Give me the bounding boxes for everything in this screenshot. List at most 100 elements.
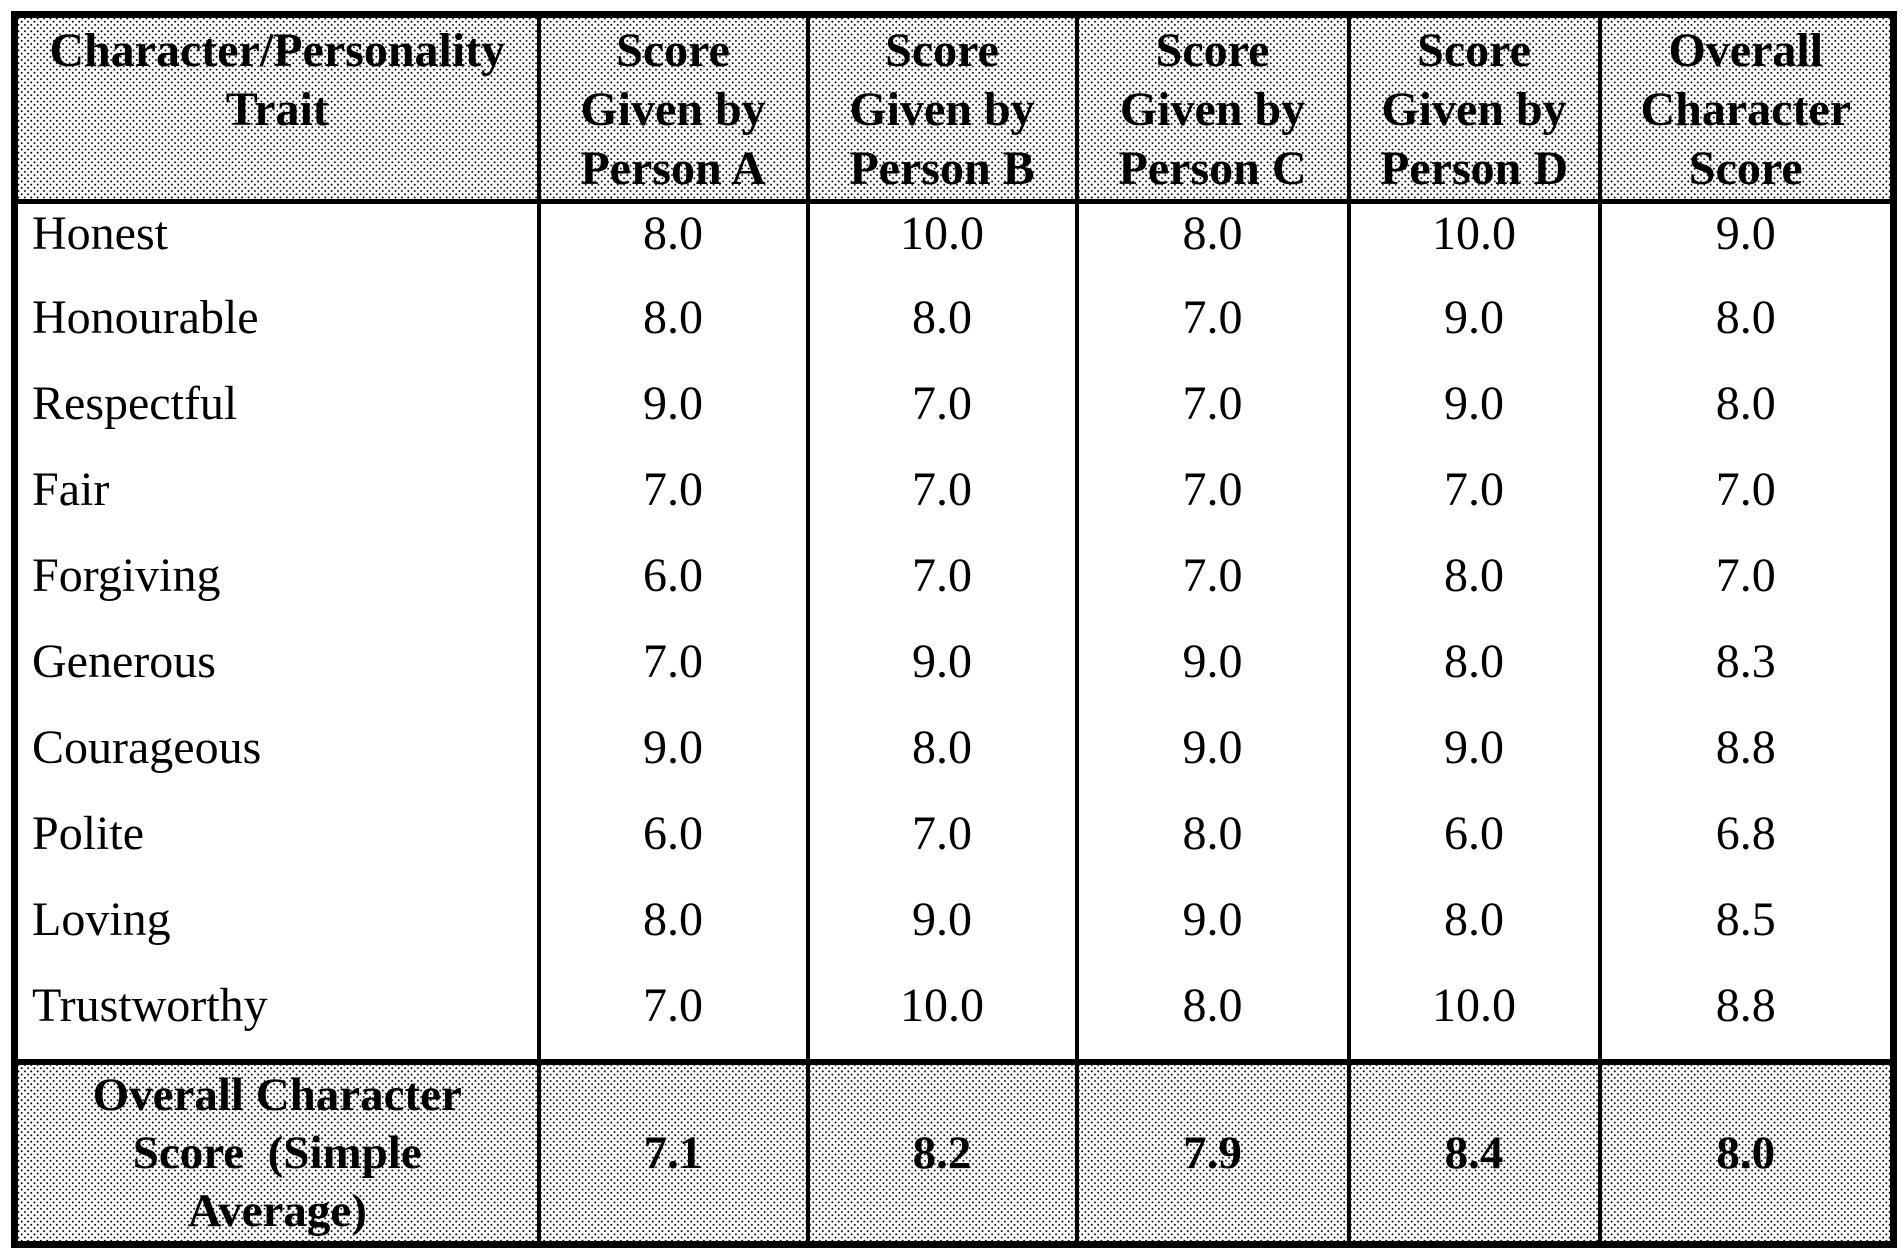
- header-line: Given by: [580, 83, 766, 136]
- summary-score-cell: 7.9: [1074, 1058, 1351, 1244]
- summary-overall-cell: 8.0: [1597, 1058, 1896, 1244]
- overall-score-cell: 8.5: [1597, 889, 1896, 976]
- trait-cell: Trustworthy: [12, 975, 541, 1062]
- header-line: Given by: [1119, 83, 1306, 136]
- summary-label-line: Score (Simple: [132, 1126, 422, 1179]
- overall-score-cell: 8.0: [1597, 373, 1896, 460]
- score-cell: 8.0: [536, 201, 810, 288]
- header-line: Character: [1640, 83, 1852, 136]
- trait-cell: Loving: [12, 889, 541, 976]
- table-row: Fair 7.0 7.0 7.0 7.0 7.0: [12, 459, 1896, 546]
- header-cell-trait: Character/Personality Trait: [12, 14, 541, 204]
- score-cell: 7.0: [805, 459, 1079, 546]
- header-line: Score: [885, 24, 999, 77]
- trait-cell: Forgiving: [12, 545, 541, 632]
- header-line: Given by: [1381, 83, 1567, 136]
- score-cell: 8.0: [1346, 545, 1602, 632]
- overall-score-cell: 8.8: [1597, 975, 1896, 1062]
- score-cell: 10.0: [805, 975, 1079, 1062]
- header-line: Person B: [849, 142, 1035, 195]
- trait-cell: Courageous: [12, 717, 541, 804]
- overall-score-cell: 8.8: [1597, 717, 1896, 804]
- score-cell: 9.0: [805, 889, 1079, 976]
- character-score-table: Character/Personality Trait Score Given …: [11, 11, 1897, 1248]
- score-cell: 10.0: [805, 201, 1079, 288]
- score-cell: 6.0: [1346, 803, 1602, 890]
- header-cell-person-c: Score Given by Person C: [1074, 14, 1351, 204]
- header-line: Score: [1688, 142, 1803, 195]
- score-cell: 7.0: [536, 975, 810, 1062]
- header-cell-person-a: Score Given by Person A: [536, 14, 810, 204]
- summary-label-cell: Overall Character Score (Simple Average): [12, 1058, 541, 1244]
- score-cell: 9.0: [805, 631, 1079, 718]
- header-line: Score: [1417, 24, 1531, 77]
- header-cell-overall: Overall Character Score: [1597, 14, 1896, 204]
- trait-cell: Respectful: [12, 373, 541, 460]
- table-row: Loving 8.0 9.0 9.0 8.0 8.5: [12, 889, 1896, 976]
- score-cell: 7.0: [1074, 373, 1351, 460]
- header-row: Character/Personality Trait Score Given …: [12, 14, 1896, 204]
- trait-cell: Generous: [12, 631, 541, 718]
- trait-cell: Fair: [12, 459, 541, 546]
- score-cell: 7.0: [1074, 545, 1351, 632]
- score-cell: 10.0: [1346, 975, 1602, 1062]
- score-cell: 9.0: [1074, 717, 1351, 804]
- summary-score-cell: 7.1: [536, 1058, 810, 1244]
- table-row: Honest 8.0 10.0 8.0 10.0 9.0: [12, 201, 1896, 288]
- table-row: Honourable 8.0 8.0 7.0 9.0 8.0: [12, 287, 1896, 374]
- header-line: Score: [1155, 24, 1270, 77]
- score-cell: 7.0: [805, 373, 1079, 460]
- score-cell: 9.0: [1346, 373, 1602, 460]
- header-line: Score: [616, 24, 730, 77]
- score-cell: 7.0: [805, 803, 1079, 890]
- score-cell: 8.0: [1346, 889, 1602, 976]
- summary-row: Overall Character Score (Simple Average)…: [12, 1058, 1896, 1244]
- score-cell: 9.0: [1074, 631, 1351, 718]
- score-cell: 9.0: [536, 373, 810, 460]
- score-cell: 8.0: [805, 717, 1079, 804]
- score-cell: 8.0: [1346, 631, 1602, 718]
- summary-score-cell: 8.4: [1346, 1058, 1602, 1244]
- header-line: Character/Personality: [49, 24, 506, 77]
- score-cell: 7.0: [536, 459, 810, 546]
- header-line: Overall: [1668, 24, 1824, 77]
- score-cell: 9.0: [1346, 717, 1602, 804]
- score-cell: 8.0: [536, 287, 810, 374]
- summary-score-cell: 8.2: [805, 1058, 1079, 1244]
- overall-score-cell: 7.0: [1597, 459, 1896, 546]
- summary-label-line: Average): [187, 1184, 367, 1237]
- table-row: Forgiving 6.0 7.0 7.0 8.0 7.0: [12, 545, 1896, 632]
- trait-cell: Polite: [12, 803, 541, 890]
- overall-score-cell: 8.3: [1597, 631, 1896, 718]
- trait-cell: Honest: [12, 201, 541, 288]
- score-cell: 10.0: [1346, 201, 1602, 288]
- score-cell: 7.0: [1074, 287, 1351, 374]
- score-cell: 9.0: [1074, 889, 1351, 976]
- score-cell: 8.0: [1074, 201, 1351, 288]
- score-cell: 9.0: [1346, 287, 1602, 374]
- overall-score-cell: 9.0: [1597, 201, 1896, 288]
- score-cell: 8.0: [536, 889, 810, 976]
- table-row: Generous 7.0 9.0 9.0 8.0 8.3: [12, 631, 1896, 718]
- score-cell: 7.0: [1346, 459, 1602, 546]
- trait-cell: Honourable: [12, 287, 541, 374]
- score-cell: 7.0: [1074, 459, 1351, 546]
- overall-score-cell: 7.0: [1597, 545, 1896, 632]
- score-cell: 7.0: [805, 545, 1079, 632]
- summary-label-line: Overall Character: [92, 1068, 462, 1121]
- header-line: Trait: [225, 83, 329, 136]
- overall-score-cell: 8.0: [1597, 287, 1896, 374]
- score-cell: 6.0: [536, 545, 810, 632]
- table-row: Courageous 9.0 8.0 9.0 9.0 8.8: [12, 717, 1896, 804]
- table-row: Trustworthy 7.0 10.0 8.0 10.0 8.8: [12, 975, 1896, 1062]
- header-line: Person C: [1118, 142, 1307, 195]
- header-cell-person-d: Score Given by Person D: [1346, 14, 1602, 204]
- score-cell: 8.0: [1074, 975, 1351, 1062]
- score-cell: 9.0: [536, 717, 810, 804]
- overall-score-cell: 6.8: [1597, 803, 1896, 890]
- table-row: Polite 6.0 7.0 8.0 6.0 6.8: [12, 803, 1896, 890]
- table-row: Respectful 9.0 7.0 7.0 9.0 8.0: [12, 373, 1896, 460]
- header-cell-person-b: Score Given by Person B: [805, 14, 1079, 204]
- score-cell: 7.0: [536, 631, 810, 718]
